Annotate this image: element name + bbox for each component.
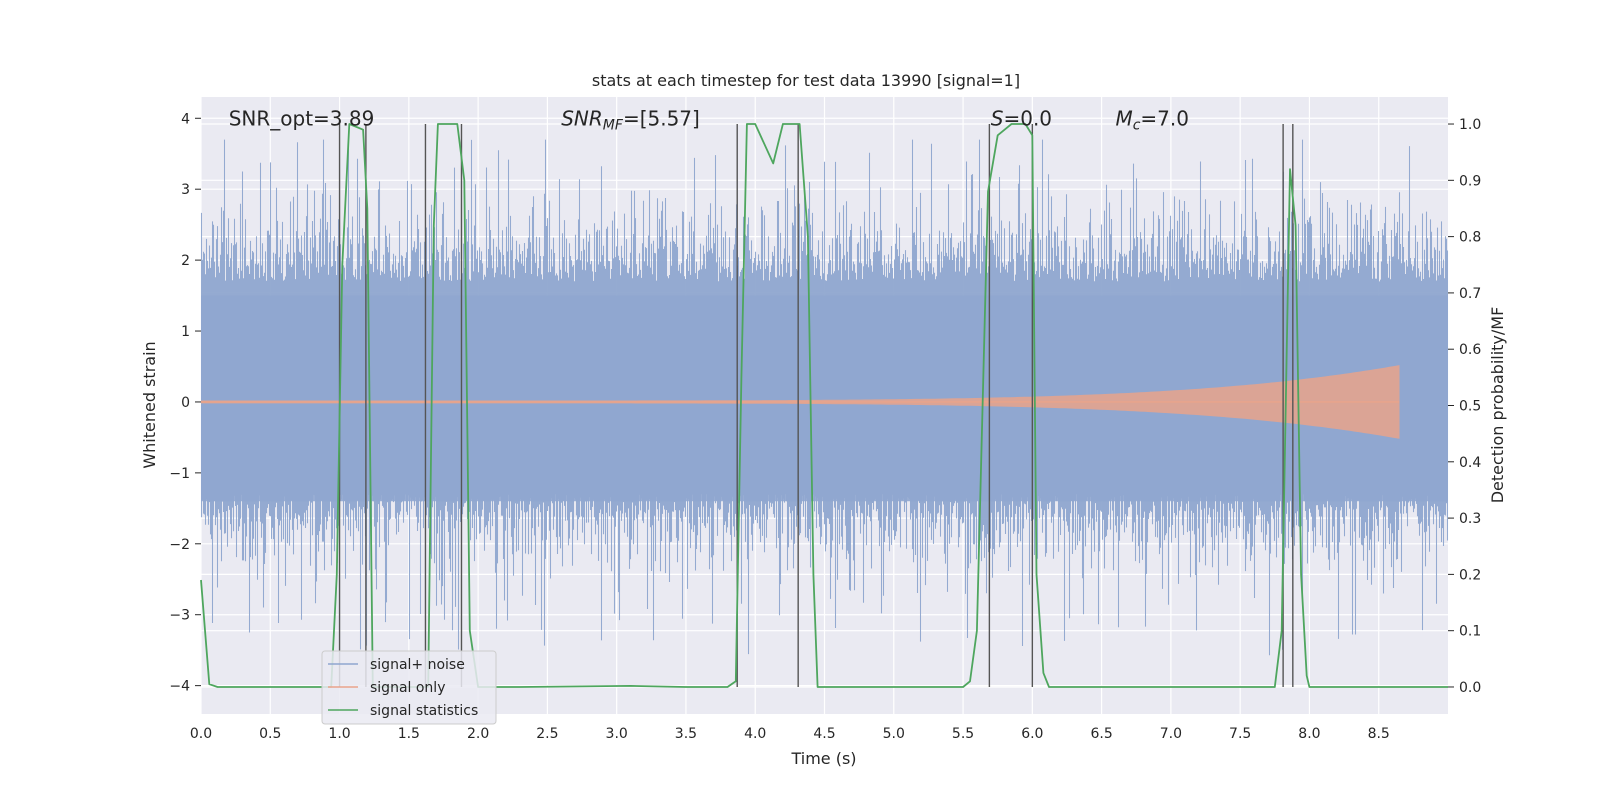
y2-tick-label: 0.0	[1459, 680, 1481, 696]
x-tick-label: 0.0	[190, 726, 212, 742]
annotation-label: Mc=7.0	[1115, 106, 1189, 133]
annotation-label: SNRMF=[5.57]	[561, 106, 700, 133]
annotations: SNR_opt=3.89 SNRMF=[5.57] S=0.0 Mc=7.0	[229, 106, 1189, 133]
y-tick-label: −3	[169, 608, 190, 624]
right-y-axis-ticks: 0.0 0.1 0.2 0.3 0.4 0.5 0.6 0.7 0.8 0.9 1.0	[1448, 117, 1481, 696]
series-signal-only	[201, 365, 1400, 439]
x-tick-label: 3.5	[675, 726, 697, 742]
x-tick-label: 6.0	[1021, 726, 1043, 742]
legend-label-signal-noise: signal+ noise	[370, 657, 465, 673]
x-tick-label: 2.0	[467, 726, 489, 742]
y2-tick-label: 0.7	[1459, 286, 1481, 302]
legend: signal+ noise signal only signal statist…	[321, 650, 497, 725]
x-tick-label: 4.0	[744, 726, 766, 742]
y-tick-label: 4	[181, 111, 190, 127]
y2-tick-label: 0.9	[1459, 173, 1481, 189]
y2-tick-label: 0.3	[1459, 511, 1481, 527]
chart-title: stats at each timestep for test data 139…	[592, 71, 1020, 90]
left-y-axis-ticks: −4 −3 −2 −1 0 1 2 3 4	[169, 111, 201, 695]
x-axis-ticks: 0.0 0.5 1.0 1.5 2.0 2.5 3.0 3.5 4.0 4.5 5.0 5.5 6.0 6…	[190, 726, 1390, 742]
y-tick-label: 1	[181, 324, 190, 340]
series-signal-statistics	[200, 123, 1448, 688]
x-tick-label: 5.5	[952, 726, 974, 742]
y-tick-label: −2	[169, 537, 190, 553]
y-tick-label: −1	[169, 466, 190, 482]
legend-label-signal-only: signal only	[370, 680, 445, 696]
x-tick-label: 7.0	[1160, 726, 1182, 742]
x-tick-label: 1.0	[328, 726, 350, 742]
y2-tick-label: 0.1	[1459, 624, 1481, 640]
x-tick-label: 6.5	[1090, 726, 1112, 742]
y2-tick-label: 0.4	[1459, 455, 1481, 471]
x-tick-label: 1.5	[398, 726, 420, 742]
x-tick-label: 8.0	[1298, 726, 1320, 742]
right-y-axis-label: Detection probability/MF	[1488, 307, 1507, 504]
x-axis-label: Time (s)	[790, 749, 856, 768]
annotation-label: S=0.0	[991, 106, 1052, 130]
y-tick-label: 2	[181, 253, 190, 269]
x-tick-label: 4.5	[813, 726, 835, 742]
x-tick-label: 8.5	[1368, 726, 1390, 742]
x-tick-label: 2.5	[536, 726, 558, 742]
y2-tick-label: 0.2	[1459, 567, 1481, 583]
y2-tick-label: 0.5	[1459, 399, 1481, 415]
y2-tick-label: 0.6	[1459, 342, 1481, 358]
y-axis-label: Whitened strain	[140, 341, 159, 468]
annotation-label: SNR_opt=3.89	[229, 106, 375, 130]
y2-tick-label: 0.8	[1459, 230, 1481, 246]
legend-box	[321, 650, 497, 725]
y-tick-label: −4	[169, 679, 190, 695]
x-tick-label: 5.0	[883, 726, 905, 742]
statistics-line	[200, 123, 1448, 688]
y-tick-label: 0	[181, 395, 190, 411]
x-tick-label: 7.5	[1229, 726, 1251, 742]
legend-label-signal-statistics: signal statistics	[370, 703, 478, 719]
y-tick-label: 3	[181, 182, 190, 198]
x-tick-label: 3.0	[606, 726, 628, 742]
x-tick-label: 0.5	[259, 726, 281, 742]
y2-tick-label: 1.0	[1459, 117, 1481, 133]
